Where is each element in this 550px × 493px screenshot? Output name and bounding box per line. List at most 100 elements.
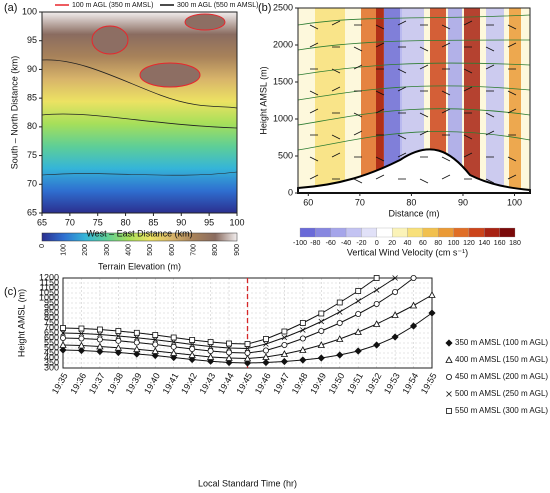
y-tick-label: 95: [27, 35, 37, 45]
colorbar: [41, 232, 238, 242]
contour-line: [41, 59, 238, 109]
colorbar-tick-label: 200: [82, 244, 89, 256]
data-point: [170, 353, 178, 362]
x-tick-label: 70: [355, 197, 365, 207]
data-point: [133, 350, 141, 358]
x-tick-label: 19:38: [105, 371, 125, 396]
y-tick-label: 1200: [39, 272, 59, 282]
y-tick-label: 500: [44, 342, 59, 352]
y-tick-label: 700: [44, 322, 59, 332]
colorbar-bin: [499, 227, 516, 238]
y-tick-label: 2000: [273, 39, 293, 49]
wind-vector: [375, 90, 385, 96]
legend-label: 400 m AMSL (150 m AGL): [455, 355, 548, 364]
data-point: [170, 343, 177, 350]
x-tick-label: 19:36: [68, 371, 88, 396]
plot-frame: [41, 11, 238, 214]
data-point: [170, 349, 178, 356]
wind-vector: [375, 42, 385, 48]
wind-vector: [441, 174, 451, 180]
wind-vector: [507, 42, 517, 48]
wind-vector: [309, 108, 319, 114]
data-point: [152, 332, 159, 338]
y-tick-label: 850: [44, 307, 59, 317]
data-point: [410, 274, 417, 281]
legend-label: 500 m AMSL (250 m AGL): [455, 389, 548, 398]
colorbar-tick-label: 100: [61, 244, 68, 256]
colorbar-bin: [345, 227, 362, 238]
y-tick-label: 600: [44, 332, 59, 342]
colorbar-tick-label: 700: [191, 244, 198, 256]
data-point: [151, 351, 159, 360]
data-point: [391, 311, 399, 318]
x-tick-label: 19:53: [382, 371, 402, 396]
data-point: [318, 318, 325, 325]
colorbar-tick-label: 400: [126, 244, 133, 256]
wind-vector: [397, 86, 407, 92]
data-point: [96, 342, 104, 350]
data-point: [299, 346, 307, 353]
x-tick-label: 60: [303, 197, 313, 207]
y-tick-label: 70: [27, 179, 37, 189]
streamline: [297, 85, 531, 101]
x-tick-label: 95: [204, 217, 214, 227]
data-point: [225, 354, 233, 361]
legend-label: 350 m AMSL (100 m AGL): [455, 338, 548, 347]
data-point: [280, 357, 288, 366]
data-point: [373, 287, 380, 293]
data-point: [373, 300, 380, 307]
y-axis-label: Height AMSL (m): [16, 289, 26, 357]
y-tick-label: 1150: [40, 277, 59, 287]
colorbar-tick-label: -20: [356, 240, 366, 247]
data-point: [188, 355, 196, 364]
x-tick-label: 19:50: [327, 371, 347, 396]
y-tick-label: 100: [22, 6, 37, 16]
wind-vector: [419, 112, 429, 118]
x-tick-label: 19:46: [253, 371, 273, 396]
data-point: [354, 347, 362, 355]
legend-label: 450 m AMSL (200 m AGL): [455, 372, 548, 381]
data-point: [59, 341, 67, 348]
wind-vector: [485, 46, 495, 52]
ridge: [91, 25, 129, 55]
data-point: [243, 359, 252, 367]
wind-vector: [507, 90, 517, 96]
wind-vector: [309, 90, 319, 96]
velocity-band: [430, 8, 446, 193]
wind-vector: [353, 64, 363, 70]
data-point: [115, 337, 122, 344]
x-tick-label: 19:49: [308, 371, 328, 396]
colorbar-tick-label: 500: [147, 244, 154, 256]
x-tick-label: 19:47: [271, 371, 291, 396]
wind-vector: [353, 46, 363, 52]
y-tick-label: 90: [27, 64, 37, 74]
x-tick-label: 19:45: [234, 371, 254, 396]
y-axis-label: South – North Distance (km): [9, 56, 19, 170]
colorbar-tick-label: 0: [39, 244, 46, 248]
x-tick-label: 90: [176, 217, 186, 227]
colorbar-tick-label: -60: [326, 240, 336, 247]
x-tick-label: 90: [458, 197, 468, 207]
velocity-band: [384, 8, 402, 193]
colorbar-bin: [407, 227, 424, 238]
wind-vector: [441, 42, 451, 48]
panel-label: (b): [258, 2, 271, 14]
data-point: [392, 288, 399, 295]
data-point: [77, 341, 86, 349]
y-tick-label: 1050: [39, 287, 59, 297]
wind-vector: [441, 156, 451, 162]
y-tick-label: 1500: [273, 76, 293, 86]
wind-vector: [353, 178, 363, 184]
wind-vector: [375, 156, 385, 162]
colorbar-tick-label: -100: [293, 240, 307, 247]
wind-vector: [353, 130, 363, 136]
x-tick-label: 19:43: [197, 371, 217, 396]
streamline: [297, 14, 531, 26]
x-tick-label: 19:35: [50, 371, 70, 396]
x-tick-label: 19:37: [87, 371, 107, 396]
wind-vector: [419, 178, 429, 184]
x-tick-label: 19:51: [345, 371, 365, 396]
y-tick-label: 500: [278, 150, 293, 160]
wind-vector: [507, 108, 517, 114]
